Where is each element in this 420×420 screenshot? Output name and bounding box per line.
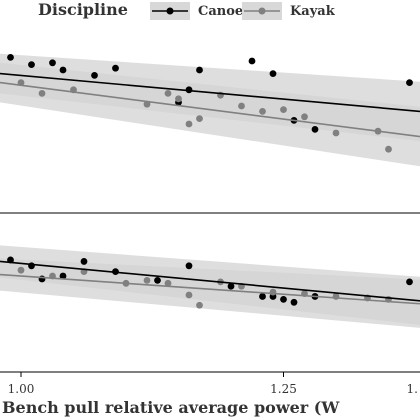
legend-label-canoe: Canoe — [198, 4, 243, 19]
data-point-kayak — [185, 291, 193, 299]
legend: Discipline Canoe Kayak — [38, 0, 336, 20]
data-point-canoe — [112, 64, 119, 72]
data-point-kayak — [38, 90, 46, 97]
data-point-kayak — [143, 277, 151, 284]
data-point-kayak — [185, 120, 193, 128]
data-point-kayak — [385, 145, 392, 153]
data-point-canoe — [311, 125, 319, 133]
fit-line-canoe — [0, 72, 420, 113]
data-point-kayak — [164, 279, 172, 287]
confidence-band-kayak — [0, 258, 420, 328]
data-point-kayak — [280, 106, 287, 113]
data-point-canoe — [406, 278, 413, 286]
data-point-kayak — [175, 95, 182, 103]
fit-line-kayak — [0, 81, 420, 138]
x-tick-label: 1.00 — [8, 382, 35, 396]
data-point-canoe — [185, 262, 193, 270]
x-axis-label: Bench pull relative average power (W — [2, 398, 340, 417]
data-point-canoe — [290, 298, 298, 306]
x-axis-ticks: 1.00 1.25 1. — [8, 372, 418, 396]
fit-line-canoe — [0, 260, 420, 302]
data-point-kayak — [196, 115, 203, 122]
data-point-canoe — [80, 258, 88, 265]
legend-key-kayak — [242, 2, 282, 20]
data-point-canoe — [59, 66, 67, 74]
data-point-canoe — [227, 282, 235, 290]
data-point-canoe — [59, 272, 67, 280]
data-point-canoe — [269, 70, 277, 77]
data-point-canoe — [91, 72, 98, 79]
data-point-canoe — [7, 54, 14, 61]
data-point-canoe — [259, 293, 266, 300]
legend-key-point — [166, 7, 174, 15]
data-point-kayak — [164, 90, 172, 97]
x-axis: 1.00 1.25 1. Bench pull relative average p… — [0, 371, 420, 417]
x-tick-label: 1.25 — [270, 382, 297, 396]
data-point-canoe — [280, 295, 287, 303]
data-point-canoe — [49, 59, 56, 67]
data-point-kayak — [301, 113, 308, 121]
data-point-canoe — [406, 79, 413, 86]
fit-line-kayak — [0, 273, 420, 305]
confidence-band-kayak — [0, 62, 420, 167]
legend-label-kayak: Kayak — [290, 4, 336, 19]
data-point-kayak — [259, 108, 266, 115]
data-point-canoe — [154, 277, 161, 284]
legend-key-canoe — [150, 2, 190, 20]
data-point-kayak — [17, 266, 25, 274]
data-point-canoe — [248, 57, 256, 65]
data-point-canoe — [28, 61, 35, 68]
data-point-kayak — [196, 301, 203, 309]
panel-top — [0, 53, 420, 167]
data-point-kayak — [238, 102, 245, 110]
legend-key-point — [258, 7, 266, 15]
panel-bottom — [0, 245, 420, 328]
data-point-canoe — [196, 66, 203, 74]
x-tick-label: 1. — [407, 382, 418, 396]
data-point-kayak — [332, 129, 340, 137]
legend-title: Discipline — [38, 0, 128, 19]
